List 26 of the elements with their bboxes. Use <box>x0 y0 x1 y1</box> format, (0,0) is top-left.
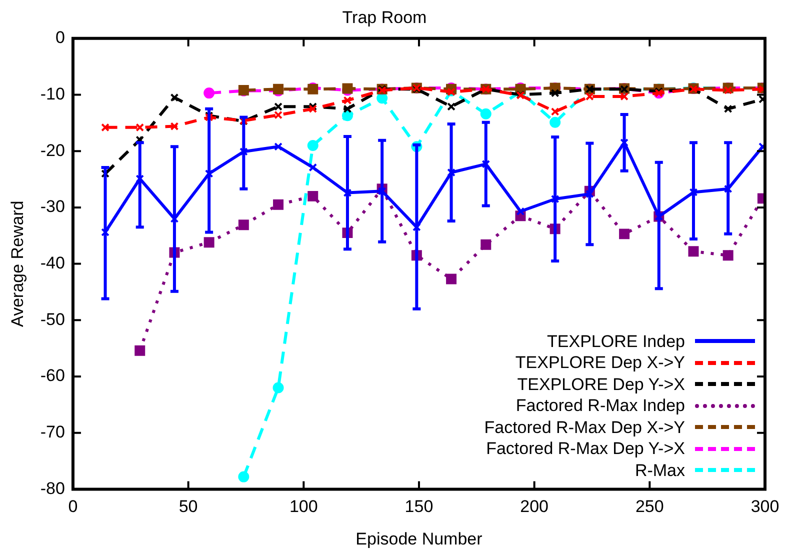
y-tick-label: -60 <box>40 366 65 386</box>
y-axis-title: Average Reward <box>8 200 27 327</box>
y-tick-label: -70 <box>40 422 65 442</box>
legend-label: Factored R-Max Dep Y->X <box>486 438 685 460</box>
x-tick-label: 100 <box>289 497 318 516</box>
x-tick-label: 50 <box>178 497 198 516</box>
x-tick-label: 200 <box>520 497 549 516</box>
y-tick-label: -40 <box>40 253 65 272</box>
y-tick-label: -30 <box>40 197 65 216</box>
legend-label: TEXPLORE Indep <box>547 330 685 352</box>
legend-label: R-Max <box>634 460 685 482</box>
y-tick-label: -10 <box>40 84 65 104</box>
x-tick-label: 150 <box>404 497 434 516</box>
y-tick-label: 0 <box>56 28 65 48</box>
y-tick-label: -20 <box>40 140 65 160</box>
legend-label: Factored R-Max Indep <box>516 395 685 417</box>
y-tick-label: -50 <box>40 310 65 329</box>
legend-label: TEXPLORE Dep Y->X <box>517 374 685 396</box>
legend-label: Factored R-Max Dep X->Y <box>484 416 685 438</box>
x-tick-label: 0 <box>68 497 78 516</box>
x-tick-label: 300 <box>750 497 780 516</box>
legend-label: TEXPLORE Dep X->Y <box>515 352 685 374</box>
y-tick-label: -80 <box>40 478 65 498</box>
x-tick-label: 250 <box>635 497 664 516</box>
chart-title: Trap Room <box>342 8 427 27</box>
x-axis-title: Episode Number <box>356 529 483 548</box>
